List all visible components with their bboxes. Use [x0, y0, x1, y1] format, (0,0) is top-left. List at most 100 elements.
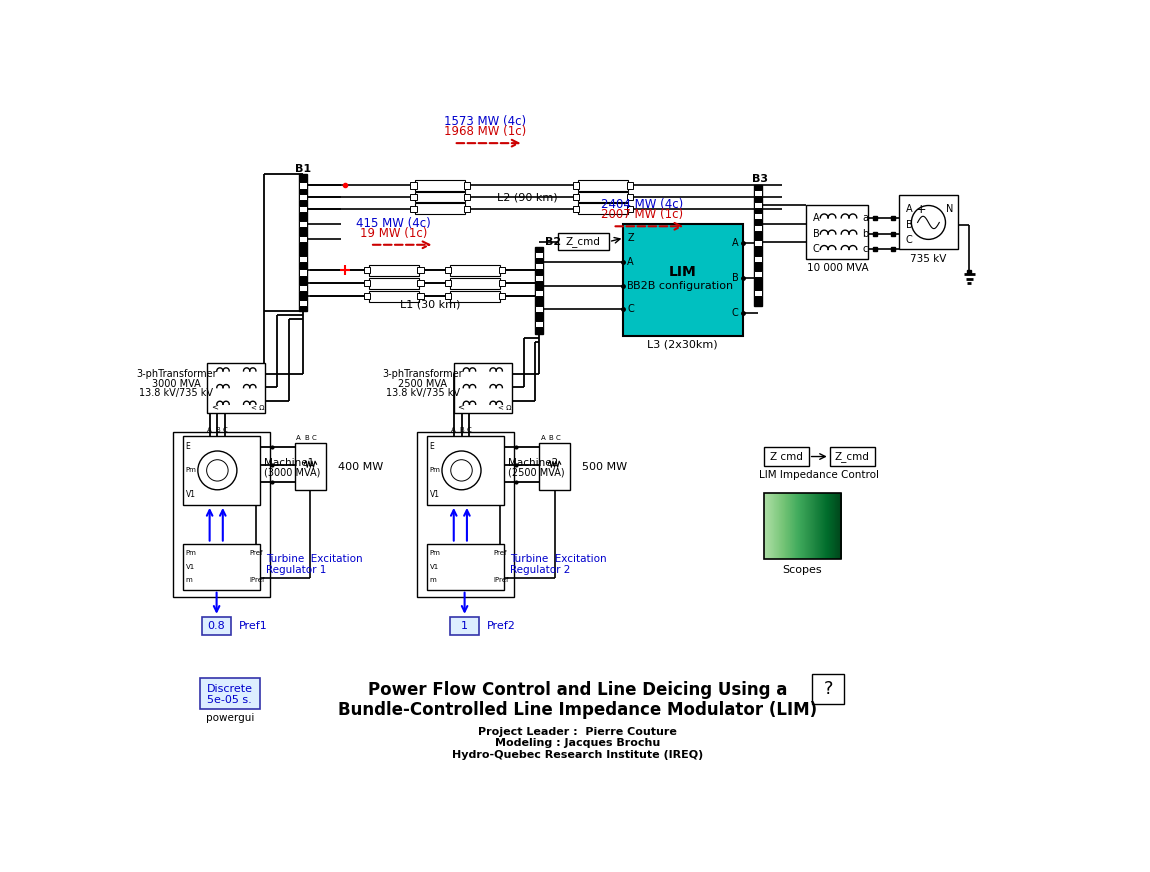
Text: Pm: Pm [185, 549, 197, 555]
Text: Pm: Pm [430, 467, 440, 473]
Bar [622, 224, 743, 336]
Bar [573, 182, 580, 188]
Text: L3 (2x30km): L3 (2x30km) [647, 340, 718, 350]
Bar [754, 201, 762, 208]
Bar [754, 186, 762, 306]
Text: C: C [467, 427, 472, 433]
Text: B: B [731, 273, 738, 283]
Text: B: B [459, 427, 463, 433]
Text: A: A [207, 427, 212, 433]
Bar [200, 678, 260, 709]
Text: Project Leader :  Pierre Couture
Modeling : Jacques Brochu
Hydro-Quebec Research: Project Leader : Pierre Couture Modeling… [452, 726, 704, 760]
Bar [363, 280, 370, 286]
Bar [368, 291, 419, 302]
Bar [463, 182, 470, 188]
Text: Regulator 2: Regulator 2 [511, 565, 570, 575]
Text: Pm: Pm [430, 549, 440, 555]
Text: Pref: Pref [250, 549, 262, 555]
Bar [299, 300, 307, 306]
Text: B: B [627, 281, 634, 290]
Bar [463, 194, 470, 200]
Text: b: b [862, 229, 868, 239]
Text: powergui: powergui [206, 713, 254, 724]
Bar [417, 280, 423, 286]
Text: c: c [862, 244, 867, 255]
Bar [627, 206, 632, 212]
Bar [463, 206, 470, 212]
Bar [411, 182, 416, 188]
Text: A: A [905, 203, 912, 214]
Bar [573, 206, 580, 212]
Text: Z_cmd: Z_cmd [835, 451, 869, 462]
Text: a: a [862, 213, 868, 223]
Bar [535, 290, 543, 296]
Text: (2500 MVA): (2500 MVA) [508, 467, 565, 478]
Bar [539, 444, 570, 490]
Bar [299, 221, 307, 227]
Text: 13.8 kV/735 kV: 13.8 kV/735 kV [385, 388, 460, 399]
Text: +: + [915, 203, 926, 216]
Bar [299, 269, 307, 276]
Text: 19 MW (1c): 19 MW (1c) [360, 228, 427, 241]
Text: V1: V1 [430, 490, 439, 499]
Text: E: E [185, 442, 191, 451]
Text: 500 MW: 500 MW [582, 461, 627, 472]
Text: LIM: LIM [669, 265, 697, 279]
Text: B2: B2 [545, 236, 561, 247]
Bar [417, 293, 423, 299]
Bar [445, 293, 452, 299]
Text: Power Flow Control and Line Deicing Using a
Bundle-Controlled Line Impedance Mod: Power Flow Control and Line Deicing Usin… [338, 681, 818, 719]
Text: 2500 MVA: 2500 MVA [398, 379, 447, 389]
Bar [299, 206, 307, 212]
Bar [535, 252, 543, 258]
Text: 415 MW (4c): 415 MW (4c) [356, 217, 430, 230]
Bar [299, 174, 307, 311]
Text: 735 kV: 735 kV [911, 254, 946, 263]
Bar [764, 494, 842, 559]
Text: 1: 1 [461, 621, 468, 631]
Text: C: C [312, 435, 316, 441]
Text: Z cmd: Z cmd [769, 452, 803, 461]
Bar [411, 206, 416, 212]
Text: <: < [212, 403, 218, 412]
Bar [445, 267, 452, 273]
Bar [499, 293, 505, 299]
Bar [294, 444, 325, 490]
Text: C: C [627, 303, 634, 314]
Bar [363, 267, 370, 273]
Text: A: A [540, 435, 545, 441]
Bar [535, 275, 543, 281]
Bar [499, 280, 505, 286]
Bar [299, 236, 307, 242]
Text: < Ω: < Ω [498, 405, 512, 411]
Text: B: B [215, 427, 220, 433]
Text: 13.8 kV/735 kV: 13.8 kV/735 kV [139, 388, 213, 399]
Bar [754, 271, 762, 277]
Text: A: A [451, 427, 457, 433]
Bar [535, 305, 543, 312]
Bar [411, 194, 416, 200]
Bar [754, 190, 762, 196]
Text: V1: V1 [185, 563, 194, 569]
Text: E: E [430, 442, 435, 451]
Text: Pref1: Pref1 [239, 621, 268, 631]
Bar [450, 265, 500, 276]
Text: Turbine  Excitation: Turbine Excitation [511, 554, 607, 564]
Text: Machine1: Machine1 [263, 458, 314, 467]
Bar [535, 321, 543, 327]
Bar [299, 255, 307, 262]
Text: N: N [946, 203, 953, 214]
Text: Pref2: Pref2 [488, 621, 516, 631]
Text: B: B [304, 435, 309, 441]
Bar [445, 280, 452, 286]
Text: A: A [813, 213, 819, 223]
Text: Z: Z [627, 233, 634, 242]
Text: Scopes: Scopes [783, 565, 822, 575]
Bar [627, 194, 632, 200]
Text: B2B configuration: B2B configuration [632, 281, 733, 291]
Bar [754, 225, 762, 231]
Text: ?: ? [823, 680, 833, 698]
Text: Turbine  Excitation: Turbine Excitation [266, 554, 363, 564]
Bar [299, 182, 307, 188]
Text: V1: V1 [185, 490, 196, 499]
